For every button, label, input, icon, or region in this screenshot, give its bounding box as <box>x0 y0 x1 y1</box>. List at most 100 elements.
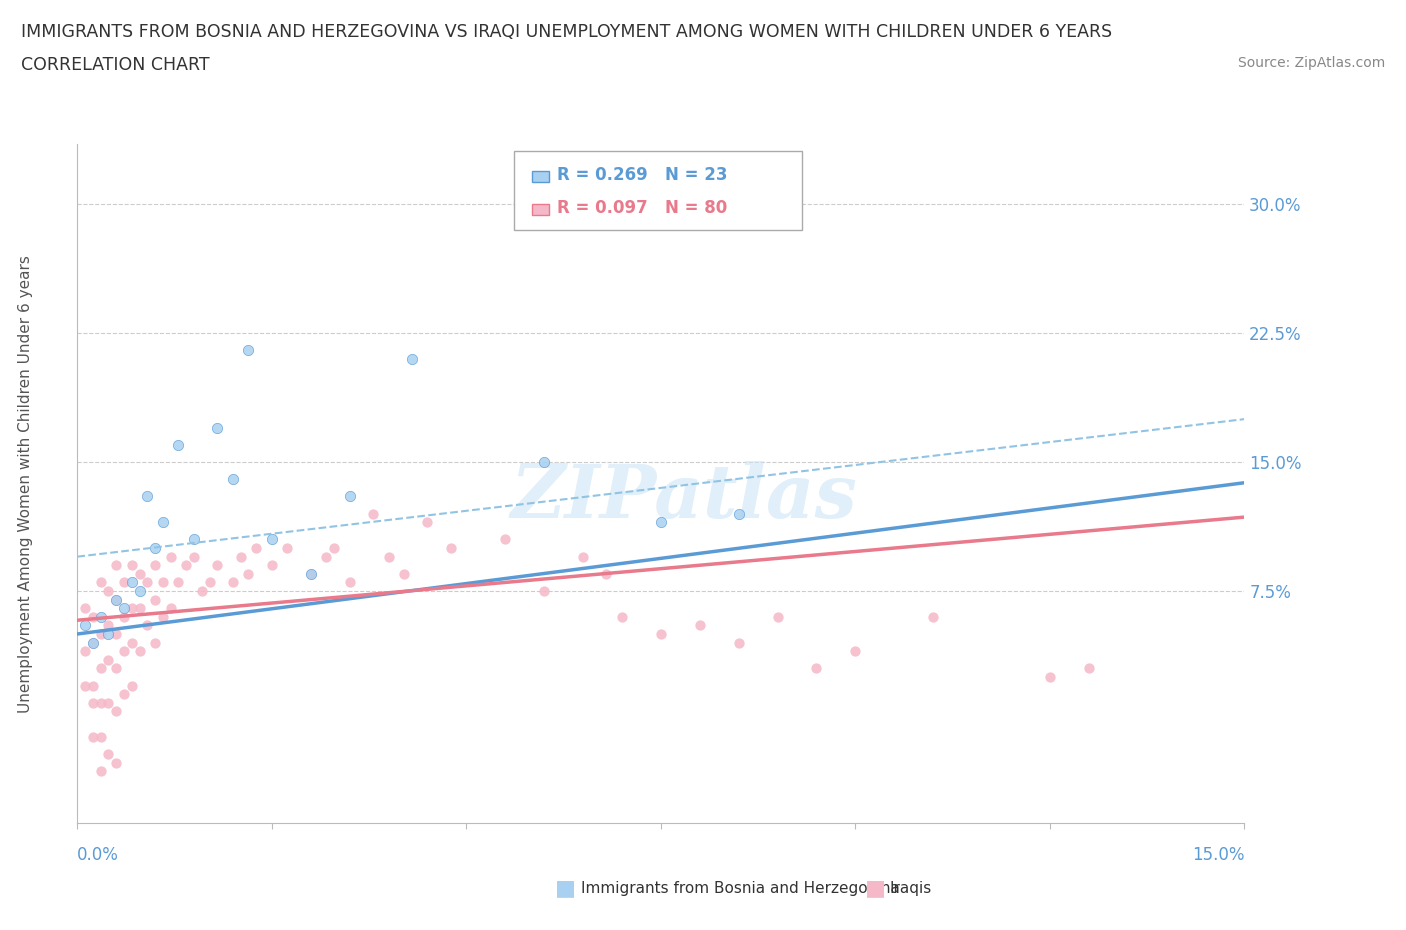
Text: R = 0.097   N = 80: R = 0.097 N = 80 <box>557 199 727 217</box>
Point <box>105 704 128 719</box>
Point <box>159 550 181 565</box>
Point <box>595 566 617 581</box>
Point <box>299 566 322 581</box>
Point <box>82 635 104 650</box>
Point <box>238 566 260 581</box>
Point <box>90 575 112 590</box>
Point <box>167 575 190 590</box>
Point <box>112 686 135 701</box>
Point <box>128 584 150 599</box>
Text: Immigrants from Bosnia and Herzegovina: Immigrants from Bosnia and Herzegovina <box>581 881 900 896</box>
Text: ■: ■ <box>865 878 886 898</box>
Point <box>276 540 298 555</box>
Point <box>152 515 174 530</box>
Point <box>112 601 135 616</box>
Text: 15.0%: 15.0% <box>1192 846 1244 864</box>
Point <box>143 592 166 607</box>
Point <box>75 601 97 616</box>
Point <box>650 627 672 642</box>
Point <box>82 678 104 693</box>
Point <box>1039 670 1062 684</box>
Point <box>105 592 128 607</box>
Point <box>105 627 128 642</box>
Point <box>844 644 866 658</box>
Point <box>260 532 283 547</box>
Point <box>222 575 245 590</box>
Point <box>143 558 166 573</box>
Point <box>136 489 159 504</box>
Point <box>260 558 283 573</box>
Point <box>1077 661 1099 676</box>
Point <box>136 618 159 632</box>
Point <box>152 609 174 624</box>
Point <box>416 515 439 530</box>
Point <box>97 627 120 642</box>
Point <box>82 635 104 650</box>
Point <box>229 550 252 565</box>
Point <box>97 652 120 667</box>
Point <box>75 618 97 632</box>
Point <box>245 540 267 555</box>
Point <box>90 764 112 779</box>
Point <box>183 550 205 565</box>
Point <box>315 550 337 565</box>
Point <box>82 696 104 711</box>
Point <box>105 592 128 607</box>
Point <box>112 575 135 590</box>
Point <box>610 609 633 624</box>
Text: IMMIGRANTS FROM BOSNIA AND HERZEGOVINA VS IRAQI UNEMPLOYMENT AMONG WOMEN WITH CH: IMMIGRANTS FROM BOSNIA AND HERZEGOVINA V… <box>21 23 1112 41</box>
Point <box>97 584 120 599</box>
Point <box>82 730 104 745</box>
Point <box>299 566 322 581</box>
Text: Unemployment Among Women with Children Under 6 years: Unemployment Among Women with Children U… <box>18 255 32 712</box>
Point <box>727 635 749 650</box>
Point <box>75 644 97 658</box>
Point <box>323 540 346 555</box>
Point <box>121 601 143 616</box>
Text: 0.0%: 0.0% <box>77 846 120 864</box>
Point <box>82 609 104 624</box>
Point <box>377 550 399 565</box>
Point <box>97 696 120 711</box>
Point <box>90 627 112 642</box>
Point <box>167 437 190 452</box>
Point <box>689 618 711 632</box>
Point <box>128 566 150 581</box>
Point <box>533 584 555 599</box>
Point <box>121 678 143 693</box>
Point <box>143 635 166 650</box>
Point <box>90 730 112 745</box>
Point <box>136 575 159 590</box>
Point <box>207 558 229 573</box>
Point <box>650 515 672 530</box>
Point <box>238 343 260 358</box>
Point <box>222 472 245 486</box>
Point <box>572 550 595 565</box>
Point <box>207 420 229 435</box>
Point <box>174 558 197 573</box>
Point <box>159 601 181 616</box>
Point <box>401 352 423 366</box>
Text: ■: ■ <box>555 878 576 898</box>
Point <box>90 661 112 676</box>
Point <box>97 618 120 632</box>
Point <box>128 644 150 658</box>
Point <box>121 575 143 590</box>
Text: CORRELATION CHART: CORRELATION CHART <box>21 56 209 73</box>
Point <box>392 566 415 581</box>
Point <box>339 489 361 504</box>
Text: R = 0.269   N = 23: R = 0.269 N = 23 <box>557 166 728 184</box>
Text: Source: ZipAtlas.com: Source: ZipAtlas.com <box>1237 56 1385 70</box>
Point <box>105 755 128 770</box>
Point <box>90 609 112 624</box>
Point <box>152 575 174 590</box>
Point <box>105 661 128 676</box>
Point <box>339 575 361 590</box>
Point <box>766 609 789 624</box>
Point <box>97 747 120 762</box>
Point <box>90 696 112 711</box>
Point <box>121 558 143 573</box>
Point <box>361 506 384 521</box>
Point <box>191 584 214 599</box>
Text: ZIPatlas: ZIPatlas <box>510 461 858 534</box>
